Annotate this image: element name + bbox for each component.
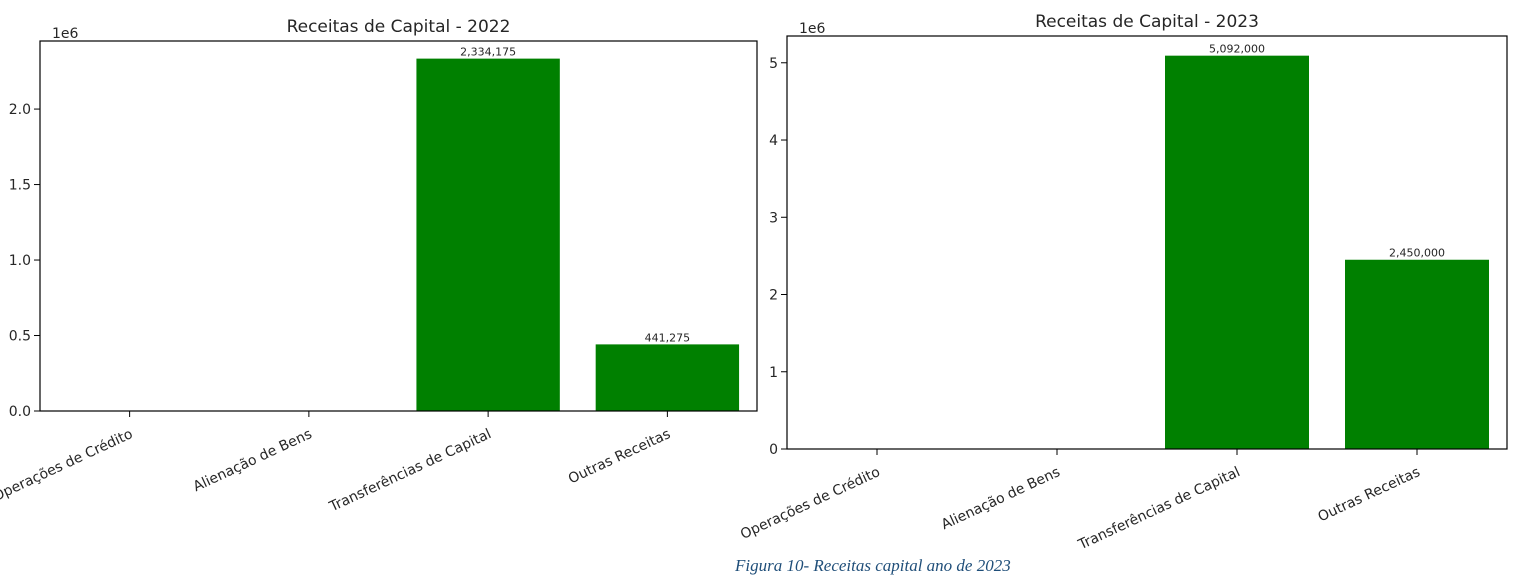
chart-title: Receitas de Capital - 2022 — [287, 17, 511, 37]
axis-offset-label: 1e6 — [52, 26, 79, 42]
data-label: 5,092,000 — [1209, 43, 1265, 56]
x-tick-label: Transferências de Capital — [326, 426, 494, 515]
x-tick-label: Operações de Crédito — [0, 426, 135, 505]
y-tick-label: 2 — [769, 288, 778, 304]
y-tick-label: 1.0 — [9, 253, 31, 269]
x-tick-label: Operações de Crédito — [738, 464, 883, 543]
bar — [1345, 259, 1489, 449]
data-label: 441,275 — [645, 331, 691, 344]
bar — [416, 58, 560, 412]
x-tick-label: Outras Receitas — [566, 426, 673, 487]
x-tick-label: Transferências de Capital — [1075, 464, 1243, 553]
y-tick-label: 0 — [769, 442, 778, 458]
bar — [595, 344, 740, 411]
y-tick-label: 2.0 — [9, 102, 31, 118]
y-tick-label: 5 — [769, 56, 778, 72]
data-label: 2,334,175 — [460, 46, 516, 59]
y-tick-label: 0.5 — [9, 329, 31, 345]
y-tick-label: 1.5 — [9, 178, 31, 194]
y-tick-label: 3 — [769, 210, 778, 226]
x-tick-label: Alienação de Bens — [191, 426, 315, 495]
data-label: 2,450,000 — [1389, 247, 1445, 260]
figure-caption: Figura 10- Receitas capital ano de 2023 — [735, 556, 1011, 575]
axis-offset-label: 1e6 — [799, 21, 826, 37]
y-tick-label: 0.0 — [9, 404, 31, 420]
chart-title: Receitas de Capital - 2023 — [1035, 12, 1259, 32]
bar — [1165, 55, 1309, 450]
plot-frame — [786, 35, 1508, 450]
x-tick-label: Alienação de Bens — [939, 464, 1063, 533]
y-tick-label: 1 — [769, 365, 778, 381]
x-tick-label: Outras Receitas — [1316, 464, 1423, 525]
y-tick-label: 4 — [769, 133, 778, 149]
plot-frame — [39, 40, 758, 412]
